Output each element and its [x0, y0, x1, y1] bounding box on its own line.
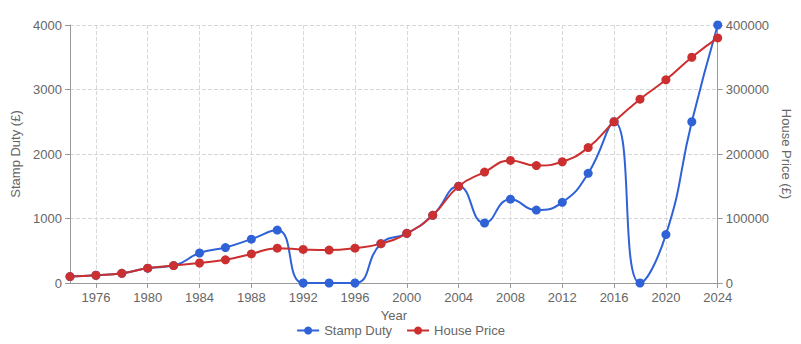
svg-text:2024: 2024	[703, 290, 732, 305]
svg-text:1988: 1988	[237, 290, 266, 305]
svg-text:2008: 2008	[496, 290, 525, 305]
svg-text:Stamp Duty (£): Stamp Duty (£)	[8, 110, 23, 197]
svg-text:1984: 1984	[185, 290, 214, 305]
svg-text:1000: 1000	[33, 211, 62, 226]
svg-text:2016: 2016	[600, 290, 629, 305]
svg-text:0: 0	[726, 276, 733, 291]
svg-text:4000: 4000	[33, 18, 62, 33]
svg-text:2000: 2000	[392, 290, 421, 305]
svg-text:3000: 3000	[33, 82, 62, 97]
svg-text:2000: 2000	[33, 147, 62, 162]
svg-text:400000: 400000	[726, 18, 769, 33]
svg-text:2012: 2012	[548, 290, 577, 305]
svg-text:1992: 1992	[289, 290, 318, 305]
svg-text:Stamp Duty: Stamp Duty	[324, 323, 392, 338]
svg-text:300000: 300000	[726, 82, 769, 97]
svg-text:House Price: House Price	[434, 323, 505, 338]
svg-text:House Price (£): House Price (£)	[779, 109, 794, 199]
svg-text:2020: 2020	[651, 290, 680, 305]
svg-text:100000: 100000	[726, 211, 769, 226]
svg-text:1976: 1976	[81, 290, 110, 305]
svg-text:Year: Year	[381, 308, 408, 323]
svg-text:0: 0	[55, 276, 62, 291]
svg-text:1996: 1996	[341, 290, 370, 305]
svg-text:200000: 200000	[726, 147, 769, 162]
svg-text:2004: 2004	[444, 290, 473, 305]
svg-text:1980: 1980	[133, 290, 162, 305]
